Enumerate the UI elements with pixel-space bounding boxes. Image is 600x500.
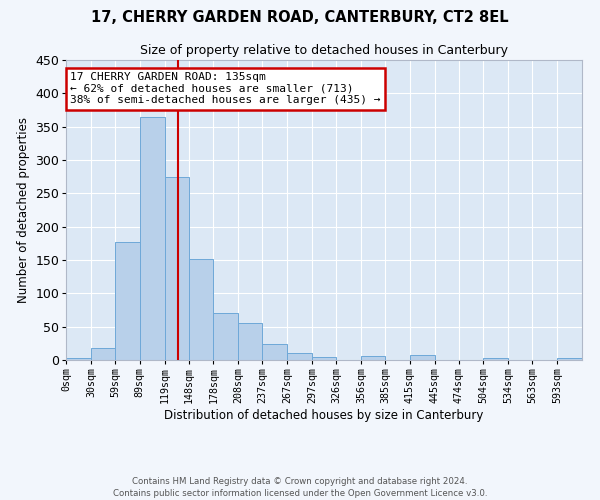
Bar [287,354,312,360]
Bar [557,358,582,360]
Bar [214,314,238,360]
Bar [238,324,262,360]
Bar [164,178,188,360]
Bar [188,260,214,360]
Bar [66,358,91,360]
X-axis label: Distribution of detached houses by size in Canterbury: Distribution of detached houses by size … [164,408,484,422]
Text: Contains HM Land Registry data © Crown copyright and database right 2024.
Contai: Contains HM Land Registry data © Crown c… [113,476,487,498]
Text: 17 CHERRY GARDEN ROAD: 135sqm
← 62% of detached houses are smaller (713)
38% of : 17 CHERRY GARDEN ROAD: 135sqm ← 62% of d… [70,72,380,105]
Bar [484,358,508,360]
Bar [140,116,164,360]
Bar [91,348,115,360]
Y-axis label: Number of detached properties: Number of detached properties [17,117,29,303]
Bar [312,356,336,360]
Bar [115,242,140,360]
Bar [262,344,287,360]
Bar [361,356,385,360]
Bar [410,354,434,360]
Title: Size of property relative to detached houses in Canterbury: Size of property relative to detached ho… [140,44,508,58]
Text: 17, CHERRY GARDEN ROAD, CANTERBURY, CT2 8EL: 17, CHERRY GARDEN ROAD, CANTERBURY, CT2 … [91,10,509,25]
